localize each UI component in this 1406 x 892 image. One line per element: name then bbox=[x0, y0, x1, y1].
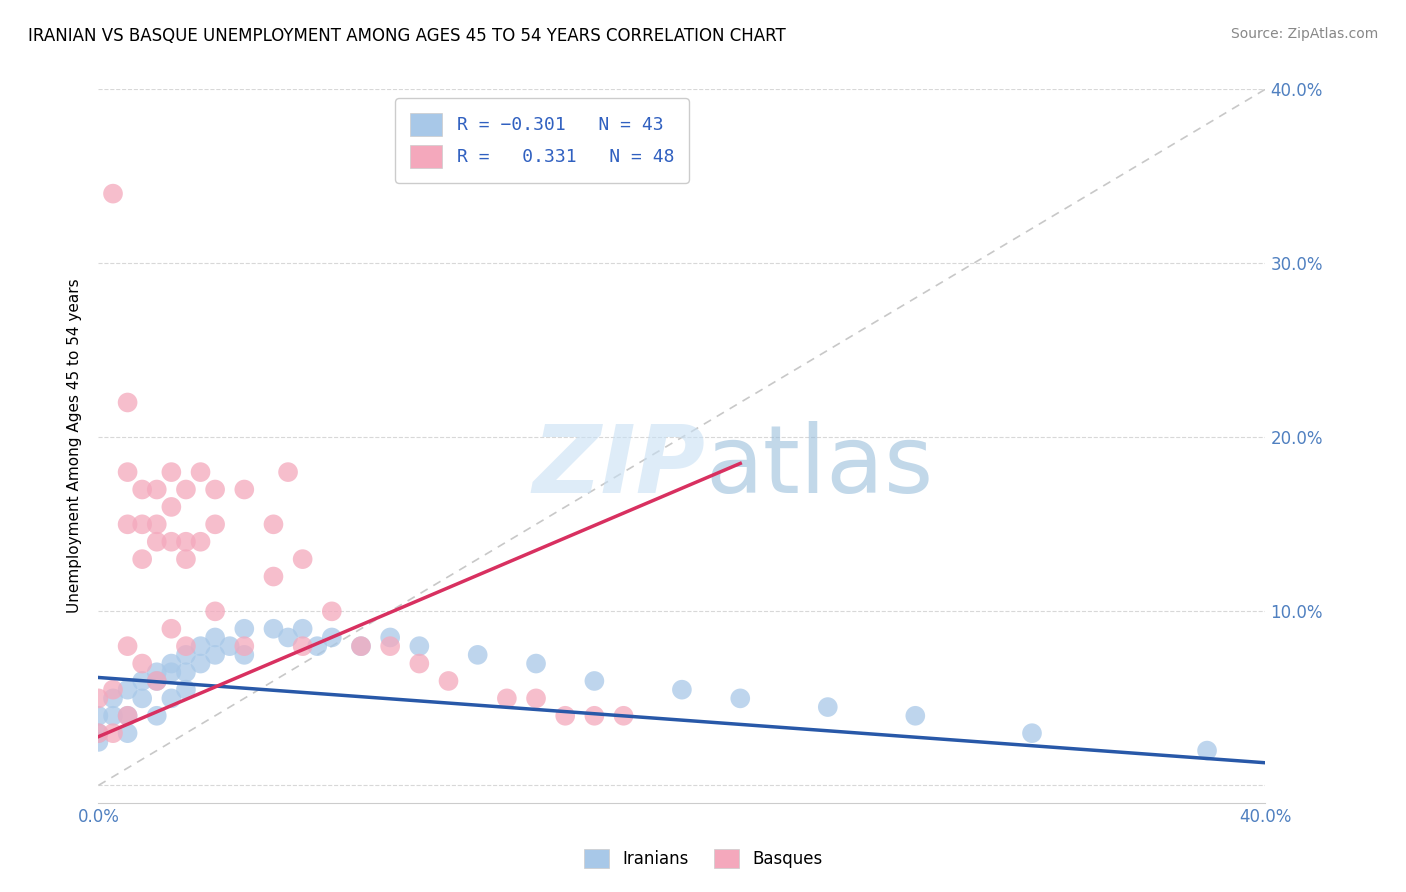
Point bbox=[291, 552, 314, 566]
Point bbox=[524, 657, 547, 671]
Point bbox=[101, 708, 124, 723]
Point bbox=[495, 691, 517, 706]
Point bbox=[728, 691, 751, 706]
Point bbox=[117, 682, 139, 697]
Point bbox=[146, 517, 169, 532]
Point bbox=[146, 673, 169, 688]
Point bbox=[160, 691, 183, 706]
Y-axis label: Unemployment Among Ages 45 to 54 years: Unemployment Among Ages 45 to 54 years bbox=[67, 278, 83, 614]
Point bbox=[262, 622, 284, 636]
Point bbox=[101, 726, 124, 740]
Point bbox=[1195, 743, 1218, 757]
Point bbox=[131, 517, 153, 532]
Point bbox=[190, 657, 212, 671]
Point bbox=[160, 657, 183, 671]
Point bbox=[87, 726, 110, 740]
Point bbox=[131, 691, 153, 706]
Point bbox=[612, 708, 634, 723]
Point bbox=[233, 648, 256, 662]
Point bbox=[160, 465, 183, 479]
Point bbox=[174, 483, 197, 497]
Point bbox=[131, 483, 153, 497]
Point bbox=[1021, 726, 1043, 740]
Point bbox=[174, 665, 197, 680]
Point bbox=[190, 639, 212, 653]
Point bbox=[101, 691, 124, 706]
Point bbox=[117, 465, 139, 479]
Point bbox=[307, 639, 329, 653]
Point bbox=[904, 708, 927, 723]
Point bbox=[218, 639, 240, 653]
Point bbox=[174, 534, 197, 549]
Point bbox=[204, 648, 226, 662]
Point bbox=[554, 708, 576, 723]
Point bbox=[190, 534, 212, 549]
Point bbox=[408, 657, 430, 671]
Text: ZIP: ZIP bbox=[533, 421, 706, 514]
Point bbox=[101, 682, 124, 697]
Point bbox=[233, 639, 256, 653]
Point bbox=[87, 708, 110, 723]
Point bbox=[131, 657, 153, 671]
Point bbox=[117, 726, 139, 740]
Point bbox=[291, 622, 314, 636]
Point bbox=[160, 665, 183, 680]
Point bbox=[117, 639, 139, 653]
Point bbox=[277, 465, 299, 479]
Point bbox=[437, 673, 460, 688]
Point bbox=[321, 604, 343, 618]
Point bbox=[160, 622, 183, 636]
Point bbox=[146, 665, 169, 680]
Point bbox=[174, 639, 197, 653]
Point bbox=[204, 517, 226, 532]
Point bbox=[117, 708, 139, 723]
Point bbox=[350, 639, 373, 653]
Point bbox=[87, 691, 110, 706]
Point bbox=[233, 622, 256, 636]
Point bbox=[408, 639, 430, 653]
Point bbox=[350, 639, 373, 653]
Point bbox=[117, 517, 139, 532]
Point bbox=[146, 673, 169, 688]
Point bbox=[160, 500, 183, 514]
Point bbox=[146, 483, 169, 497]
Point bbox=[87, 735, 110, 749]
Text: IRANIAN VS BASQUE UNEMPLOYMENT AMONG AGES 45 TO 54 YEARS CORRELATION CHART: IRANIAN VS BASQUE UNEMPLOYMENT AMONG AGE… bbox=[28, 27, 786, 45]
Point bbox=[87, 726, 110, 740]
Point bbox=[117, 708, 139, 723]
Point bbox=[467, 648, 489, 662]
Point bbox=[117, 395, 139, 409]
Point bbox=[131, 552, 153, 566]
Point bbox=[378, 639, 402, 653]
Point bbox=[204, 631, 226, 645]
Point bbox=[291, 639, 314, 653]
Point bbox=[204, 604, 226, 618]
Point bbox=[174, 552, 197, 566]
Point bbox=[671, 682, 693, 697]
Point bbox=[262, 569, 284, 583]
Text: Source: ZipAtlas.com: Source: ZipAtlas.com bbox=[1230, 27, 1378, 41]
Point bbox=[146, 708, 169, 723]
Legend: R = −0.301   N = 43, R =   0.331   N = 48: R = −0.301 N = 43, R = 0.331 N = 48 bbox=[395, 98, 689, 183]
Point bbox=[174, 648, 197, 662]
Point bbox=[583, 673, 606, 688]
Point bbox=[817, 700, 839, 714]
Legend: Iranians, Basques: Iranians, Basques bbox=[578, 842, 828, 875]
Point bbox=[174, 682, 197, 697]
Point bbox=[101, 186, 124, 201]
Point bbox=[146, 534, 169, 549]
Point bbox=[233, 483, 256, 497]
Point bbox=[583, 708, 606, 723]
Point bbox=[190, 465, 212, 479]
Point bbox=[262, 517, 284, 532]
Point bbox=[277, 631, 299, 645]
Text: atlas: atlas bbox=[706, 421, 934, 514]
Point bbox=[160, 534, 183, 549]
Point bbox=[524, 691, 547, 706]
Point bbox=[321, 631, 343, 645]
Point bbox=[204, 483, 226, 497]
Point bbox=[131, 673, 153, 688]
Point bbox=[378, 631, 402, 645]
